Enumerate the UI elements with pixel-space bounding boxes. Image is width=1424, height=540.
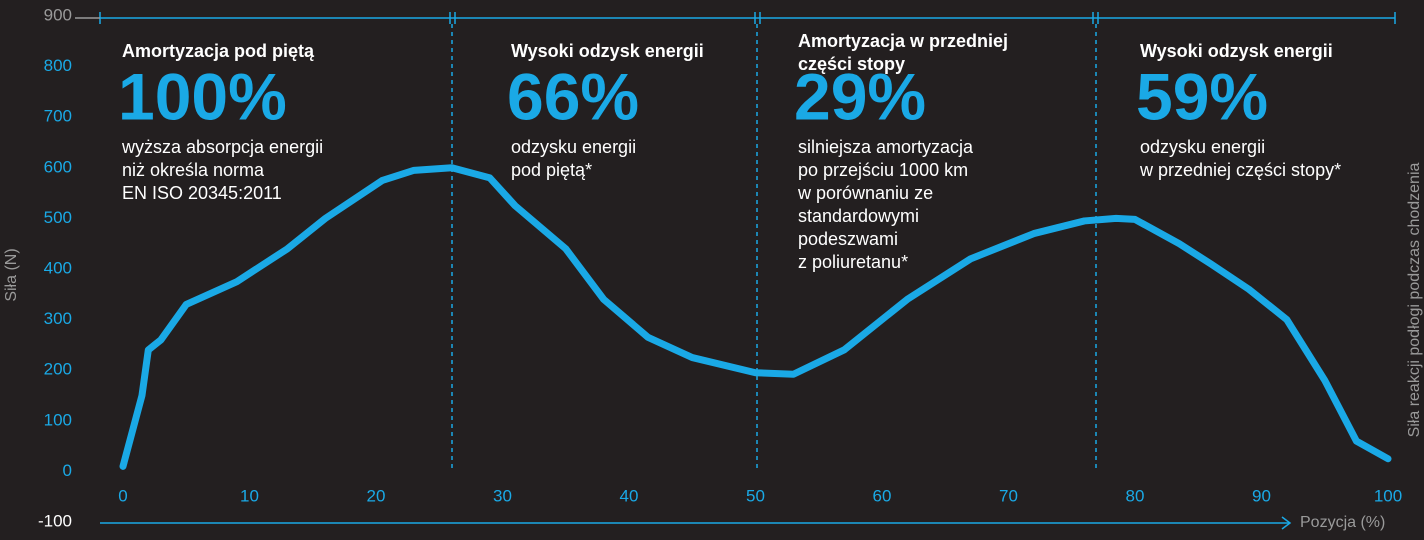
- panel-description: niż określa norma: [122, 160, 265, 180]
- y-tick-label: -100: [38, 511, 72, 530]
- page: {"chart_data": { "type": "line", "y_labe…: [0, 0, 1424, 535]
- x-tick-label: 0: [118, 486, 127, 505]
- panel-figure: 100%: [118, 59, 287, 133]
- panel-title: Wysoki odzysk energii: [511, 41, 704, 61]
- panel-title: Wysoki odzysk energii: [1140, 41, 1333, 61]
- panel-figure: 66%: [507, 59, 639, 133]
- side-label: Siła reakcji podłogi podczas chodzenia: [1406, 162, 1423, 437]
- panel-description: odzysku energii: [1140, 137, 1265, 157]
- y-tick-label: 100: [44, 410, 72, 429]
- y-tick-label: 800: [44, 56, 72, 75]
- y-tick-label: 200: [44, 360, 72, 379]
- panel-figure: 59%: [1136, 59, 1268, 133]
- panel-description: odzysku energii: [511, 137, 636, 157]
- x-tick-label: 60: [873, 486, 892, 505]
- x-tick-label: 100: [1374, 486, 1402, 505]
- panel-title: Amortyzacja w przedniej: [798, 31, 1008, 51]
- y-tick-label: 300: [44, 309, 72, 328]
- x-tick-label: 80: [1126, 486, 1145, 505]
- x-axis-label: Pozycja (%): [1300, 514, 1385, 531]
- panel-description: pod piętą*: [511, 160, 592, 180]
- y-axis-label: Siła (N): [3, 248, 20, 301]
- y-tick-label: 700: [44, 107, 72, 126]
- x-tick-label: 70: [999, 486, 1018, 505]
- panel-description: w porównaniu ze: [797, 183, 933, 203]
- x-tick-label: 20: [367, 486, 386, 505]
- chart: Siła (N) Siła reakcji podłogi podczas ch…: [0, 0, 1424, 535]
- y-tick-label: 500: [44, 208, 72, 227]
- y-tick-label: 0: [63, 461, 72, 480]
- panel-description: w przedniej części stopy*: [1139, 160, 1341, 180]
- x-tick-label: 40: [620, 486, 639, 505]
- x-tick-label: 10: [240, 486, 259, 505]
- panel-figure: 29%: [794, 59, 926, 133]
- panel-title: Amortyzacja pod piętą: [122, 41, 315, 61]
- panel-description: silniejsza amortyzacja: [798, 137, 974, 157]
- panel-description: po przejściu 1000 km: [798, 160, 968, 180]
- panel-description: z poliuretanu*: [798, 252, 908, 272]
- y-tick-label: 900: [44, 5, 72, 24]
- panel-description: standardowymi: [798, 206, 919, 226]
- x-tick-label: 50: [746, 486, 765, 505]
- panel-description: wyższa absorpcja energii: [121, 137, 323, 157]
- panel-description: podeszwami: [798, 229, 898, 249]
- y-tick-label: 400: [44, 258, 72, 277]
- panel-description: EN ISO 20345:2011: [122, 183, 282, 203]
- x-tick-label: 30: [493, 486, 512, 505]
- x-tick-label: 90: [1252, 486, 1271, 505]
- data-line: [123, 168, 1388, 467]
- y-tick-label: 600: [44, 157, 72, 176]
